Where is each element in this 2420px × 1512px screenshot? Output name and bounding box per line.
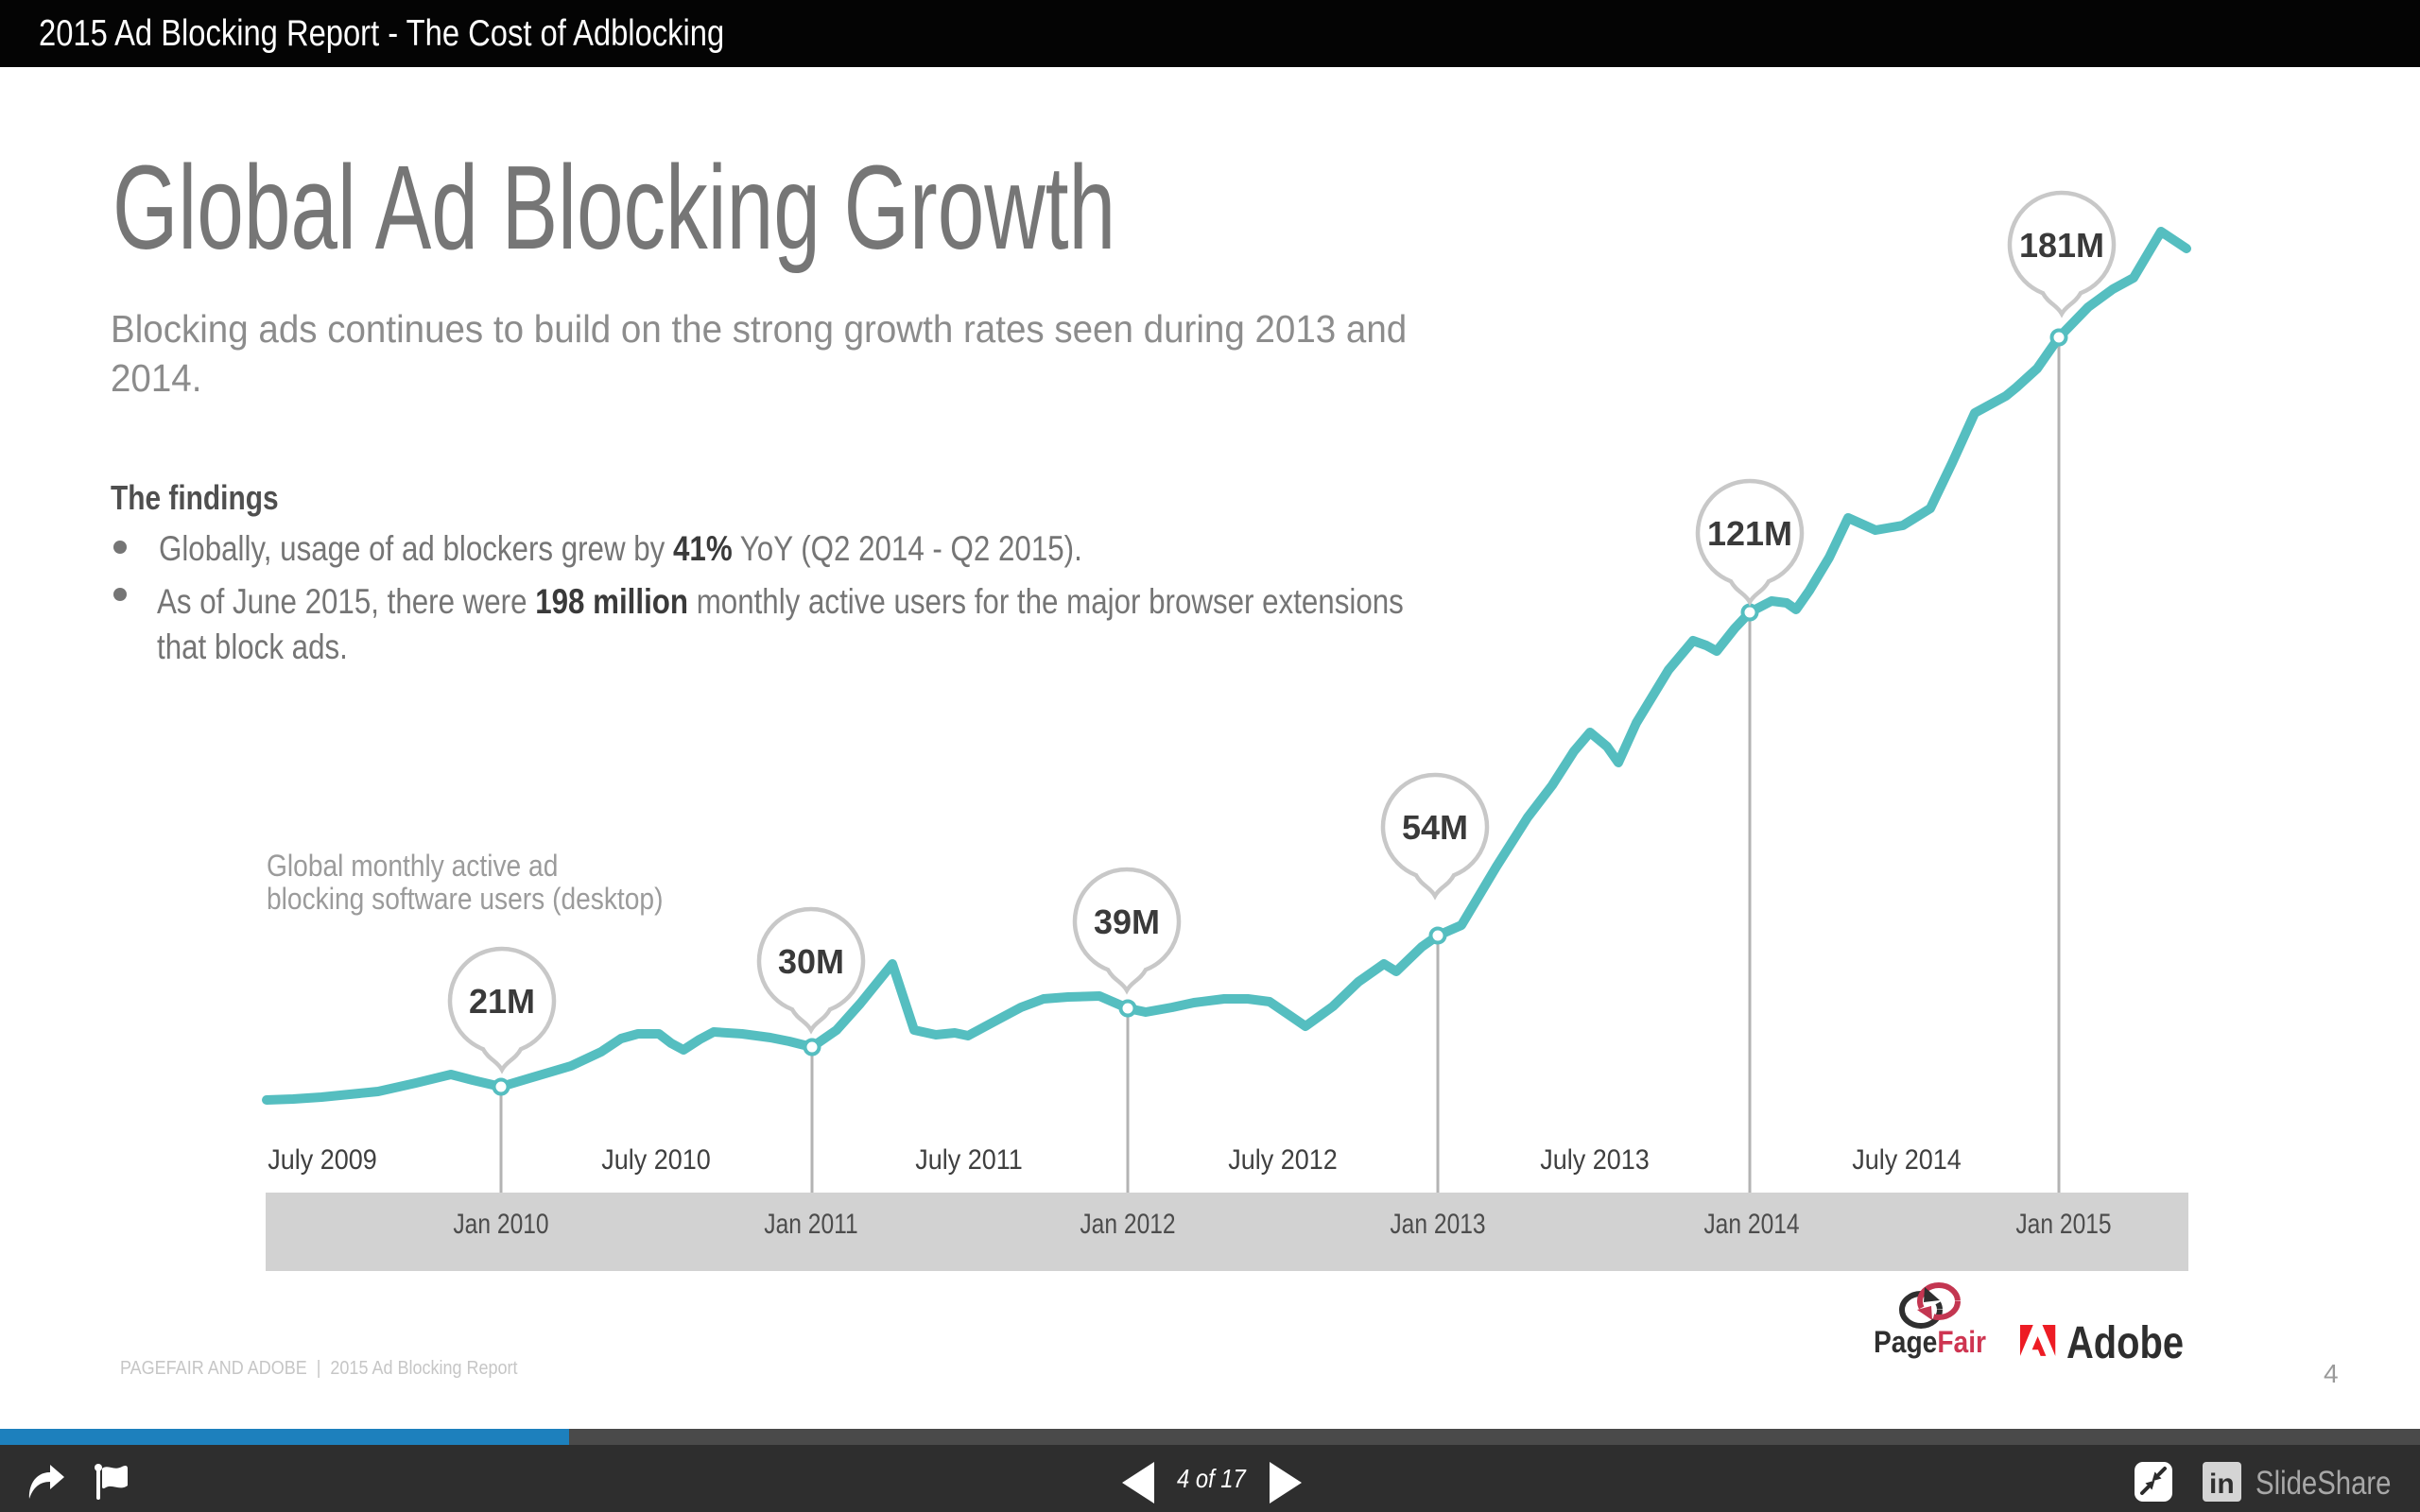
svg-text:Adobe: Adobe (2066, 1318, 2184, 1366)
svg-text:121M: 121M (1707, 514, 1792, 553)
svg-text:39M: 39M (1094, 902, 1160, 941)
svg-text:54M: 54M (1402, 808, 1468, 847)
svg-text:PageFair: PageFair (1874, 1325, 1986, 1359)
svg-text:181M: 181M (2019, 226, 2104, 265)
svg-text:in: in (2209, 1469, 2235, 1500)
svg-text:21M: 21M (469, 982, 535, 1021)
svg-text:30M: 30M (778, 942, 844, 981)
